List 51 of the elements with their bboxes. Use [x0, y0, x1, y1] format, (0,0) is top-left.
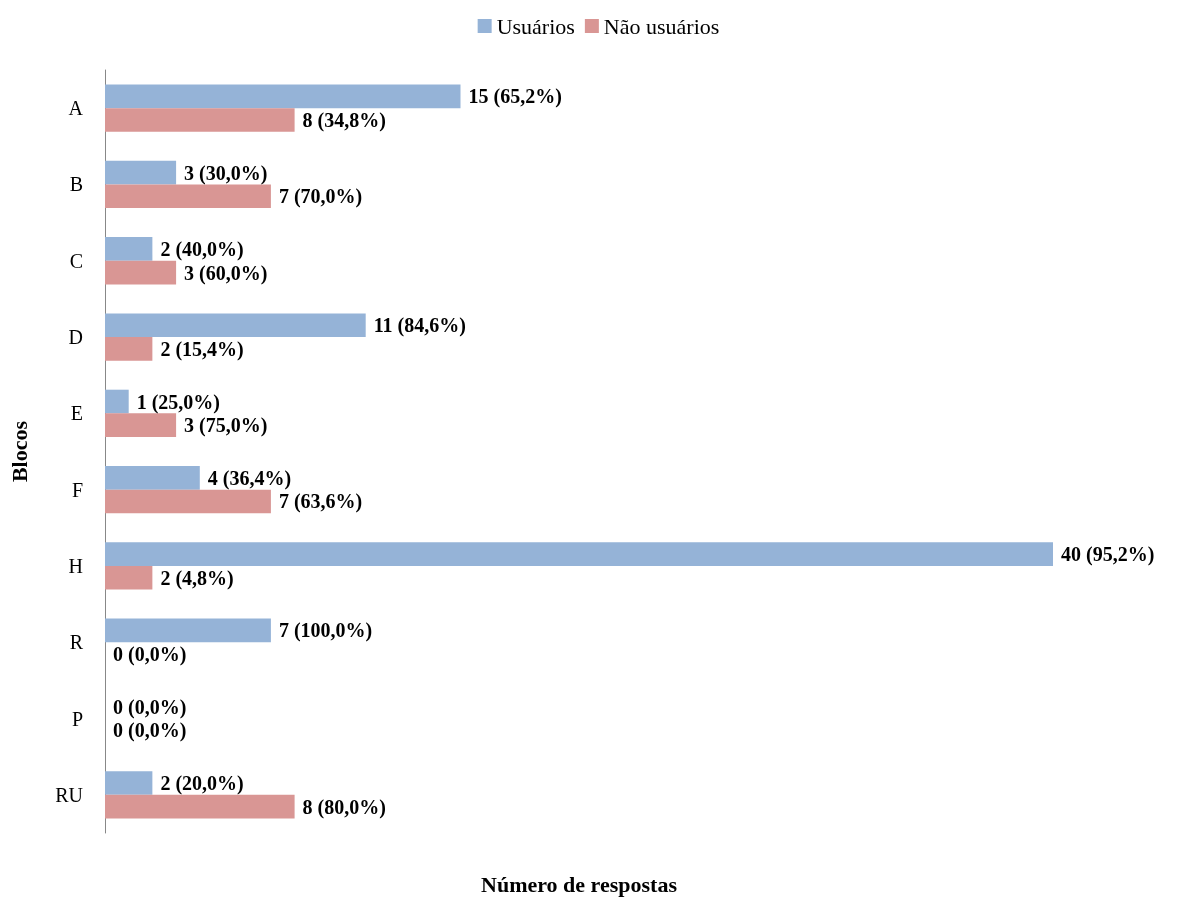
y-tick-label: RU [55, 783, 84, 806]
bar [105, 313, 366, 338]
data-label: 15 (65,2%) [468, 85, 562, 109]
data-label: 11 (84,6%) [373, 314, 466, 338]
data-label: 4 (36,4%) [207, 466, 292, 490]
data-label: 3 (60,0%) [184, 261, 268, 285]
data-label: 7 (63,6%) [278, 490, 363, 514]
data-label: 3 (75,0%) [184, 414, 268, 438]
data-label: 2 (40,0%) [160, 237, 244, 261]
bar [105, 413, 177, 437]
y-tick-label: H [68, 554, 83, 577]
bar [105, 108, 295, 132]
data-label: 2 (4,8%) [160, 566, 234, 590]
data-label: 40 (95,2%) [1061, 543, 1155, 567]
y-tick-label: P [71, 707, 83, 730]
bar [105, 237, 153, 261]
bar [105, 489, 271, 514]
bar [105, 542, 1053, 566]
y-tick-label: D [68, 326, 83, 349]
y-tick-label: R [69, 631, 84, 654]
bar [105, 618, 271, 643]
data-label: 2 (20,0%) [160, 772, 244, 796]
y-tick-label: A [68, 97, 84, 120]
data-label: 7 (70,0%) [278, 185, 363, 209]
data-label: 2 (15,4%) [160, 337, 244, 361]
x-axis-title: Número de respostas [481, 871, 678, 897]
y-tick-label: E [70, 402, 83, 425]
data-label: 0 (0,0%) [113, 643, 187, 667]
bar [105, 160, 177, 185]
y-tick-label: C [69, 249, 83, 272]
bar [105, 466, 200, 490]
bar [105, 565, 153, 590]
y-tick-label: B [69, 173, 83, 196]
data-label: 1 (25,0%) [136, 390, 221, 414]
y-axis-title: Blocos [6, 420, 32, 483]
legend-label: Não usuários [603, 13, 720, 39]
bar [105, 337, 153, 361]
y-tick-label: F [71, 478, 83, 501]
bar [105, 771, 153, 795]
data-label: 8 (80,0%) [302, 795, 386, 819]
bar [105, 389, 129, 414]
data-label: 0 (0,0%) [113, 695, 187, 719]
bar [105, 84, 461, 109]
bar [105, 794, 295, 819]
data-label: 8 (34,8%) [302, 108, 386, 132]
data-label: 7 (100,0%) [278, 619, 373, 643]
legend-label: Usuários [496, 13, 575, 39]
data-label: 0 (0,0%) [113, 719, 187, 743]
bar [105, 260, 177, 285]
bar [105, 184, 271, 209]
data-label: 3 (30,0%) [184, 161, 268, 185]
